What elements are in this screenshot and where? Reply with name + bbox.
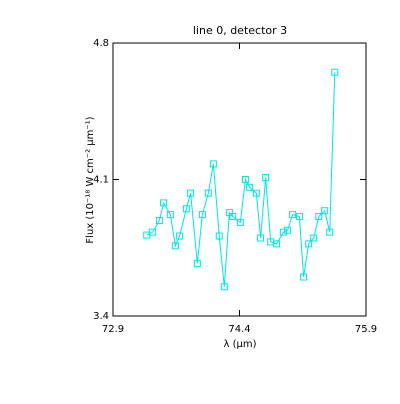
point-marker — [209, 160, 217, 168]
point-marker — [295, 213, 303, 221]
point-marker — [236, 218, 244, 226]
point-marker — [273, 240, 281, 248]
point-marker — [241, 176, 249, 183]
x-tick-label: 72.9 — [102, 324, 124, 335]
point-marker — [300, 273, 308, 281]
x-axis-label: λ (μm) — [223, 339, 256, 350]
point-marker — [187, 189, 195, 197]
point-marker — [182, 205, 190, 213]
point-marker — [315, 213, 323, 221]
point-marker — [305, 240, 313, 248]
point-marker — [149, 228, 157, 236]
point-marker — [326, 228, 334, 236]
point-marker — [166, 211, 174, 219]
point-marker — [279, 228, 287, 236]
y-axis-label: Flux (10⁻¹⁸ W cm⁻² μm⁻¹) — [85, 116, 96, 243]
point-marker — [331, 68, 339, 76]
point-marker — [310, 234, 318, 242]
point-marker — [257, 234, 265, 242]
x-tick-label: 74.4 — [228, 324, 250, 335]
point-marker — [198, 211, 206, 219]
point-marker — [160, 199, 168, 207]
point-marker — [229, 213, 237, 221]
point-marker — [246, 183, 254, 191]
y-tick-label: 4.8 — [93, 38, 109, 49]
series-line — [146, 72, 336, 287]
point-marker — [220, 283, 228, 291]
point-marker — [262, 174, 270, 182]
point-marker — [252, 189, 260, 197]
point-marker — [215, 232, 223, 240]
point-marker — [284, 226, 292, 234]
point-marker — [193, 259, 201, 267]
point-marker — [171, 242, 179, 250]
y-tick-label: 3.4 — [93, 311, 109, 322]
y-tick-label: 4.1 — [93, 175, 109, 186]
point-marker — [289, 211, 297, 219]
point-marker — [155, 216, 163, 224]
x-tick-label: 75.9 — [355, 324, 377, 335]
chart-title: line 0, detector 3 — [193, 24, 287, 37]
point-marker — [176, 232, 184, 240]
point-marker — [321, 207, 329, 215]
point-marker — [204, 189, 212, 197]
